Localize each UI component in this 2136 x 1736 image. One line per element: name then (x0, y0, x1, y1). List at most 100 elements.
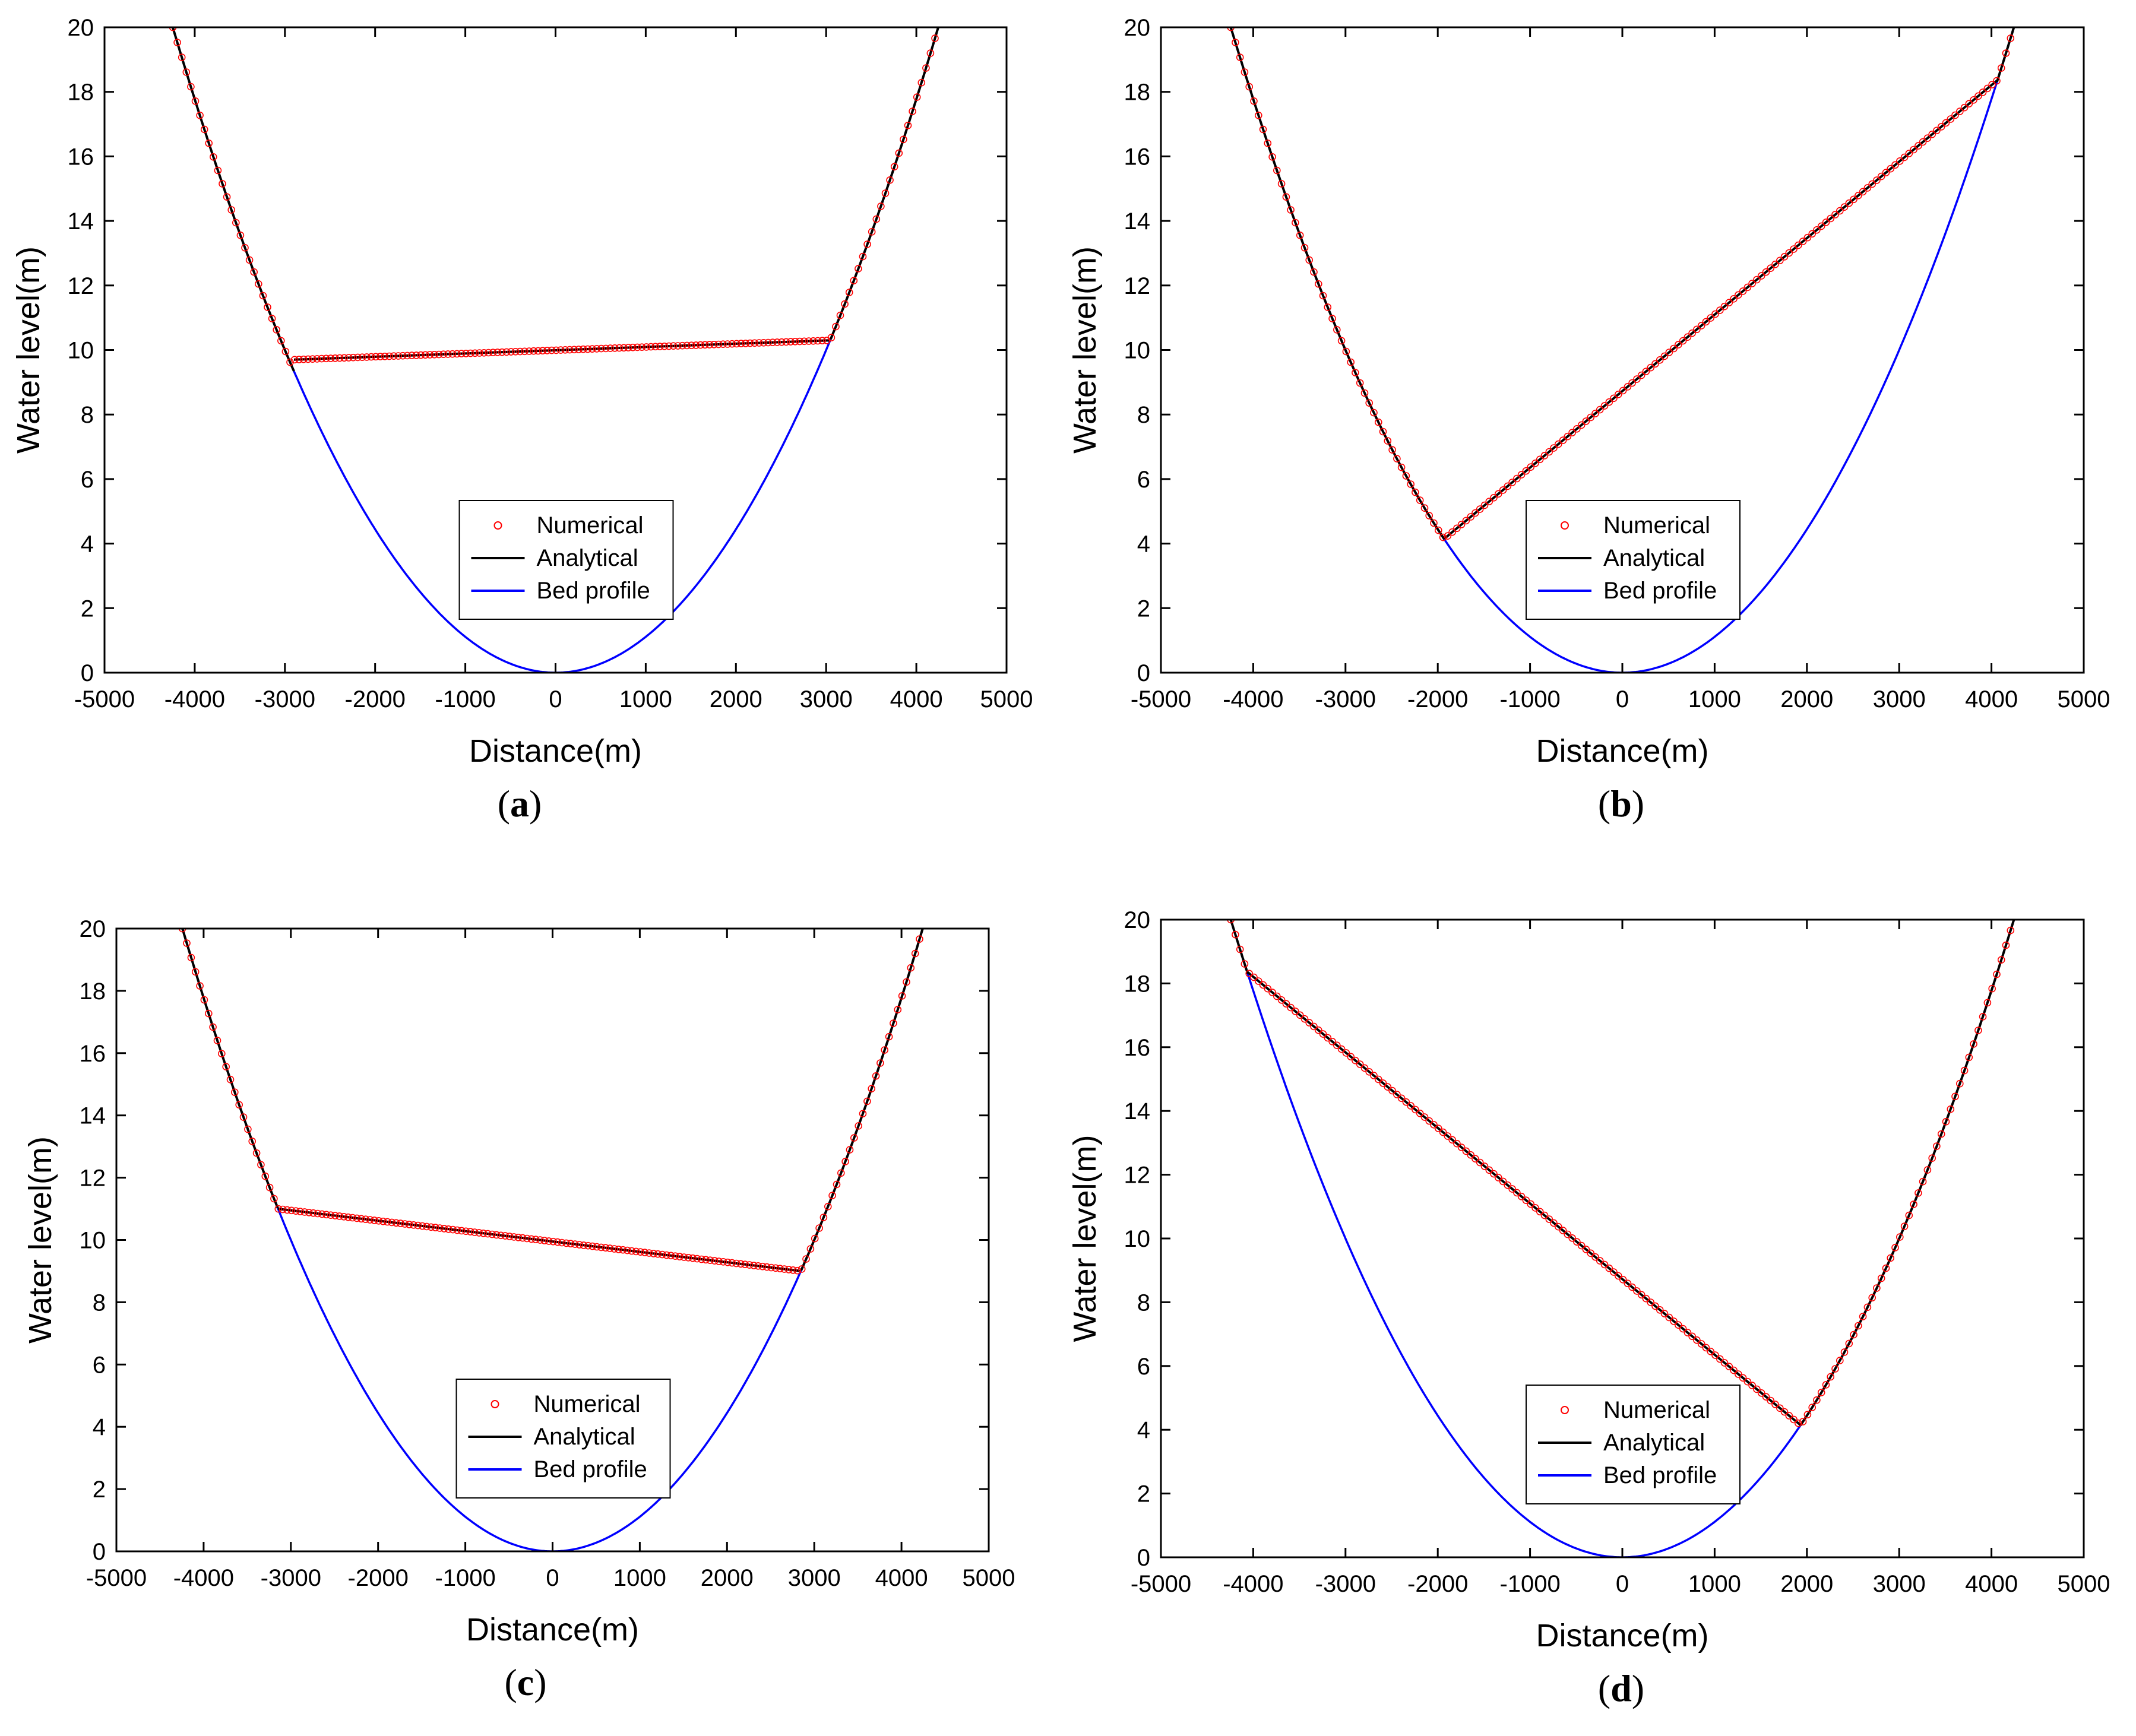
numerical-point (470, 1228, 479, 1236)
numerical-point (872, 1072, 880, 1080)
numerical-point (1388, 446, 1396, 454)
numerical-point (1845, 199, 1853, 207)
numerical-point (2007, 34, 2015, 42)
numerical-point (1827, 1373, 1834, 1381)
caption-open-paren: ( (1598, 1667, 1610, 1709)
numerical-point (1296, 231, 1304, 239)
numerical-point (802, 1255, 810, 1263)
numerical-point (485, 349, 492, 357)
numerical-point (1651, 1302, 1659, 1310)
numerical-point (398, 351, 407, 360)
numerical-point (1776, 1404, 1784, 1412)
numerical-markers (178, 929, 923, 1275)
numerical-point (1337, 337, 1346, 345)
y-tick-label: 8 (93, 1290, 106, 1316)
numerical-point (1660, 352, 1669, 360)
numerical-point (493, 349, 502, 356)
x-tick-label: -3000 (1315, 686, 1376, 712)
panel-caption: (b) (1598, 783, 1644, 825)
numerical-point (1748, 1382, 1756, 1389)
numerical-point (1277, 996, 1286, 1004)
numerical-point (227, 206, 236, 214)
numerical-point (1416, 1110, 1424, 1117)
numerical-point (462, 350, 470, 357)
numerical-point (805, 337, 813, 345)
numerical-point (281, 347, 290, 356)
numerical-point (471, 349, 479, 357)
numerical-point (264, 303, 271, 311)
numerical-point (1425, 512, 1433, 519)
y-tick-label: 6 (1137, 1354, 1150, 1380)
numerical-point (1282, 193, 1290, 201)
numerical-point (1531, 1204, 1539, 1212)
numerical-point (1910, 145, 1917, 154)
legend-analytical-label: Analytical (1603, 545, 1705, 571)
numerical-point (1444, 532, 1452, 540)
numerical-markers (1227, 27, 2015, 541)
legend-box (1526, 1385, 1741, 1504)
numerical-point (392, 1219, 400, 1227)
numerical-point (1255, 977, 1262, 985)
caption-letter: b (1610, 783, 1632, 825)
numerical-point (1831, 211, 1839, 218)
x-tick-label: 5000 (2058, 686, 2110, 712)
numerical-point (318, 354, 325, 363)
x-tick-label: -4000 (1223, 1571, 1283, 1597)
numerical-point (349, 353, 357, 362)
numerical-point (423, 1222, 431, 1231)
numerical-point (1457, 1143, 1466, 1151)
numerical-point (1720, 1359, 1729, 1367)
numerical-point (219, 180, 226, 188)
numerical-point (1379, 427, 1387, 436)
y-tick-label: 6 (1137, 467, 1150, 493)
y-tick-label: 20 (1124, 907, 1151, 933)
numerical-point (1960, 1066, 1969, 1075)
numerical-point (1324, 303, 1332, 311)
numerical-point (561, 346, 569, 354)
numerical-point (1227, 920, 1235, 924)
numerical-point (1375, 1075, 1382, 1084)
numerical-point (1637, 371, 1645, 379)
y-tick-label: 20 (1124, 15, 1151, 41)
numerical-point (540, 1237, 549, 1244)
numerical-point (344, 1213, 352, 1221)
numerical-point (381, 352, 389, 360)
numerical-point (254, 280, 262, 288)
numerical-point (1753, 1385, 1761, 1393)
numerical-point (1319, 1030, 1327, 1038)
numerical-point (1259, 981, 1267, 989)
y-tick-label: 16 (68, 144, 94, 170)
numerical-point (1822, 1381, 1830, 1389)
numerical-point (1633, 375, 1641, 383)
numerical-point (1735, 1370, 1742, 1378)
numerical-point (1711, 1351, 1719, 1359)
y-axis-label: Water level(m) (1067, 1135, 1103, 1342)
x-tick-label: -5000 (1131, 1571, 1191, 1597)
numerical-point (567, 1240, 575, 1247)
numerical-point (684, 1254, 692, 1262)
numerical-point (1504, 1181, 1512, 1189)
numerical-point (299, 355, 308, 363)
numerical-point (1624, 1279, 1632, 1287)
numerical-point (187, 83, 195, 91)
numerical-point (1979, 88, 1987, 96)
numerical-point (1536, 455, 1544, 464)
numerical-point (1624, 383, 1632, 391)
numerical-point (1241, 68, 1249, 76)
numerical-point (236, 231, 245, 239)
numerical-point (390, 352, 398, 360)
numerical-point (371, 1217, 378, 1224)
x-tick-label: 0 (1616, 1571, 1629, 1597)
y-axis-label: Water level(m) (1067, 246, 1103, 454)
numerical-point (1882, 169, 1890, 177)
numerical-point (1379, 1079, 1387, 1087)
numerical-point (1439, 1128, 1447, 1136)
numerical-point (1716, 1355, 1724, 1363)
x-tick-label: -2000 (1407, 686, 1468, 712)
x-tick-label: -3000 (255, 686, 315, 712)
numerical-point (1495, 490, 1502, 498)
numerical-point (1697, 1340, 1705, 1348)
numerical-markers (1227, 920, 2015, 1427)
y-tick-label: 14 (1124, 1098, 1151, 1124)
numerical-point (497, 1231, 505, 1240)
